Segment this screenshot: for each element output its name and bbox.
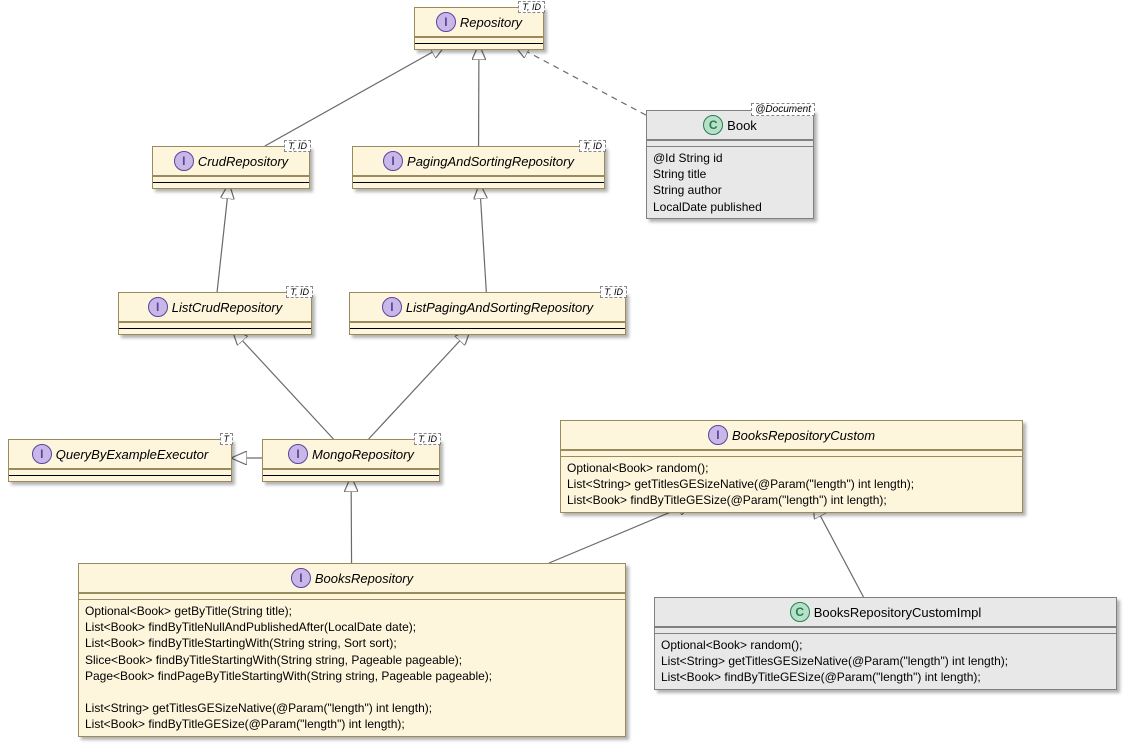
node-header: I BooksRepositoryCustom	[561, 421, 1022, 450]
node-header: I PagingAndSortingRepository	[353, 147, 604, 176]
interface-icon: I	[436, 12, 456, 32]
interface-icon: I	[382, 297, 402, 317]
node-title: CrudRepository	[198, 154, 288, 169]
edge-booksRepositoryCustomImpl-to-booksRepositoryCustom	[814, 503, 864, 597]
node-listPagingAndSortingRepository: T, IDIListPagingAndSortingRepository	[349, 292, 626, 335]
edge-book-to-repository	[515, 45, 646, 115]
interface-icon: I	[291, 568, 311, 588]
node-title: QueryByExampleExecutor	[56, 447, 208, 462]
node-title: BooksRepository	[315, 571, 413, 586]
edge-crudRepository-to-repository	[265, 45, 445, 146]
node-booksRepositoryCustomImpl: C BooksRepositoryCustomImpl Optional<Book>…	[654, 597, 1117, 690]
member-line: Optional<Book> random();	[661, 637, 1110, 653]
member-line: List<String> getTitlesGESizeNative(@Para…	[661, 653, 1110, 669]
node-booksRepository: I BooksRepository Optional<Book> getByTitl…	[78, 563, 626, 737]
stereotype-tag: @Document	[751, 103, 815, 116]
member-line: List<Book> findByTitleStartingWith(Strin…	[85, 635, 619, 651]
edge-listCrudRepository-to-crudRepository	[217, 184, 229, 292]
node-title: Repository	[460, 15, 522, 30]
node-header: C BooksRepositoryCustomImpl	[655, 598, 1116, 627]
interface-icon: I	[174, 151, 194, 171]
node-title: MongoRepository	[312, 447, 414, 462]
node-booksRepositoryCustom: I BooksRepositoryCustom Optional<Book> ran…	[560, 420, 1023, 513]
member-line: Page<Book> findPageByTitleStartingWith(S…	[85, 668, 619, 684]
interface-icon: I	[288, 444, 308, 464]
node-listCrudRepository: T, IDIListCrudRepository	[118, 292, 312, 335]
edge-mongoRepository-to-listCrudRepository	[233, 330, 334, 439]
node-crudRepository: T, IDICrudRepository	[152, 146, 310, 189]
member-line: List<Book> findByTitleNullAndPublishedAf…	[85, 619, 619, 635]
interface-icon: I	[32, 444, 52, 464]
class-icon: C	[703, 115, 723, 135]
node-title: PagingAndSortingRepository	[407, 154, 574, 169]
node-body: @Id String idString titleString authorLo…	[647, 146, 813, 218]
member-line: String author	[653, 182, 807, 198]
type-param-tag: T, ID	[600, 286, 627, 298]
node-queryByExampleExecutor: TIQueryByExampleExecutor	[8, 439, 232, 482]
node-body: Optional<Book> getByTitle(String title);…	[79, 599, 625, 736]
node-header: I BooksRepository	[79, 564, 625, 593]
member-line: Optional<Book> random();	[567, 460, 1016, 476]
interface-icon: I	[383, 151, 403, 171]
member-line: List<Book> findByTitleGESize(@Param("len…	[661, 669, 1110, 685]
member-line: @Id String id	[653, 150, 807, 166]
member-line: String title	[653, 166, 807, 182]
interface-icon: I	[148, 297, 168, 317]
type-param-tag: T, ID	[579, 140, 606, 152]
node-header: I MongoRepository	[263, 440, 439, 469]
node-header: I QueryByExampleExecutor	[9, 440, 231, 469]
member-line: List<Book> findByTitleGESize(@Param("len…	[85, 716, 619, 732]
node-title: BooksRepositoryCustom	[732, 428, 875, 443]
member-line: List<String> getTitlesGESizeNative(@Para…	[567, 476, 1016, 492]
node-title: ListPagingAndSortingRepository	[406, 300, 593, 315]
type-param-tag: T, ID	[286, 286, 313, 298]
class-icon: C	[790, 602, 810, 622]
node-header: I ListCrudRepository	[119, 293, 311, 322]
type-param-tag: T, ID	[284, 140, 311, 152]
type-param-tag: T, ID	[414, 433, 441, 445]
member-line	[85, 684, 619, 700]
node-header: I ListPagingAndSortingRepository	[350, 293, 625, 322]
node-repository: T, IDIRepository	[414, 7, 544, 50]
edge-mongoRepository-to-listPagingAndSortingRepository	[369, 330, 470, 439]
member-line: List<Book> findByTitleGESize(@Param("len…	[567, 492, 1016, 508]
node-title: BooksRepositoryCustomImpl	[814, 605, 982, 620]
node-title: ListCrudRepository	[172, 300, 283, 315]
member-line: Optional<Book> getByTitle(String title);	[85, 603, 619, 619]
node-body: Optional<Book> random();List<String> get…	[655, 633, 1116, 689]
type-param-tag: T	[220, 433, 234, 445]
interface-icon: I	[708, 425, 728, 445]
node-book: @DocumentCBook@Id String idString titleS…	[646, 110, 814, 219]
type-param-tag: T, ID	[518, 1, 545, 13]
member-line: Slice<Book> findByTitleStartingWith(Stri…	[85, 652, 619, 668]
node-body: Optional<Book> random();List<String> get…	[561, 456, 1022, 512]
edge-listPagingAndSortingRepository-to-pagingAndSortingRepository	[480, 184, 487, 292]
node-title: Book	[727, 118, 757, 133]
node-pagingAndSortingRepository: T, IDIPagingAndSortingRepository	[352, 146, 605, 189]
member-line: LocalDate published	[653, 199, 807, 215]
node-mongoRepository: T, IDIMongoRepository	[262, 439, 440, 482]
member-line: List<String> getTitlesGESizeNative(@Para…	[85, 700, 619, 716]
